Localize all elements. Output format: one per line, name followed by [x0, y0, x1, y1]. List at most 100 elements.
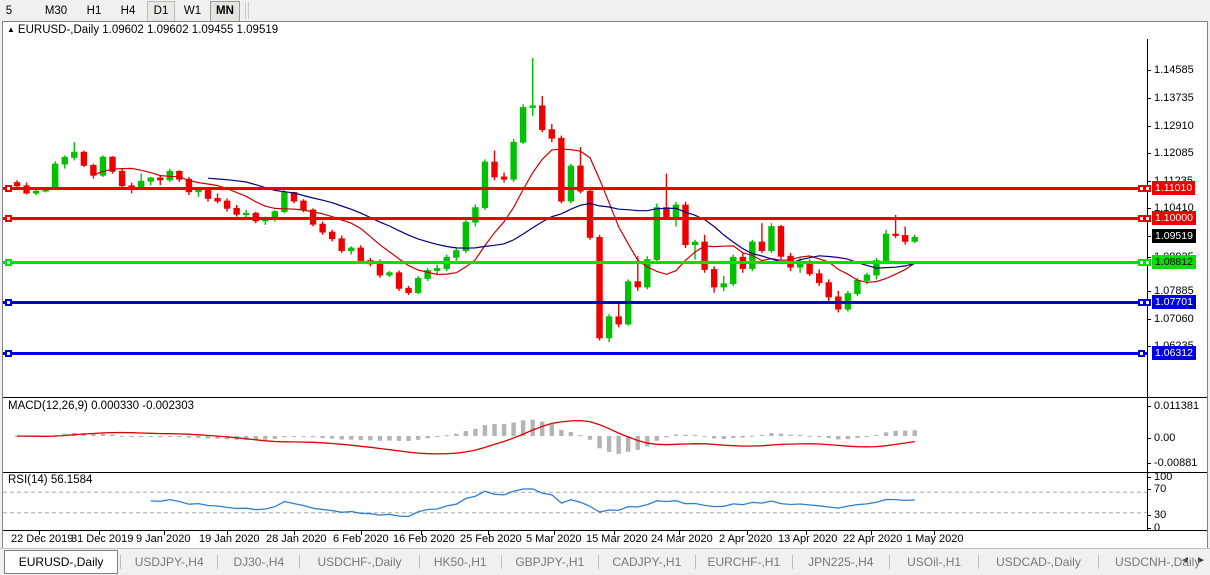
level-line-1-07701[interactable]: [3, 301, 1147, 304]
date-tick-label: 13 Apr 2020: [778, 533, 838, 545]
timeframe-button-m30[interactable]: M30: [44, 5, 68, 17]
level-handle-left[interactable]: [5, 299, 12, 306]
pane-separator-2: [3, 472, 1207, 473]
price-axis[interactable]: 1.145851.137351.129101.120851.112351.104…: [1144, 39, 1207, 397]
toolbar-divider-2: [248, 2, 249, 19]
macd-pane[interactable]: [3, 398, 1147, 472]
date-tick-label: 24 Mar 2020: [651, 533, 713, 545]
level-handle-right[interactable]: [1138, 350, 1145, 357]
price-tick-label: 1.13735: [1154, 92, 1194, 104]
chart-tab-bar: ◄ ► EURUSD-,Daily USDJPY-,H4 DJ30-,H4 USDCH…: [0, 548, 1210, 575]
price-tick: [1147, 181, 1151, 182]
date-tick: [164, 531, 165, 535]
macd-canvas: [14, 419, 917, 455]
date-tick-label: 19 Jan 2020: [199, 533, 260, 545]
price-tick-label: 1.12085: [1154, 147, 1194, 159]
rsi-tick-label: 30: [1154, 509, 1167, 521]
tab-scroll-prev-icon[interactable]: ◄: [1180, 555, 1190, 566]
price-level-label-1-11010[interactable]: 1.11010: [1152, 181, 1196, 195]
level-line-1-11010[interactable]: [3, 187, 1147, 190]
price-tick: [1147, 70, 1151, 71]
date-tick: [294, 531, 295, 535]
price-tick: [1147, 153, 1151, 154]
timeframe-button-w1[interactable]: W1: [183, 5, 202, 17]
chart-tab-eurchf-h1[interactable]: EURCHF-,H1: [707, 555, 781, 569]
price-level-label-1-09519[interactable]: 1.09519: [1152, 229, 1196, 243]
level-line-1-08812[interactable]: [3, 261, 1147, 264]
date-tick: [99, 531, 100, 535]
level-line-1-10000[interactable]: [3, 217, 1147, 220]
timeframe-button-mn-visible[interactable]: MN: [210, 1, 240, 22]
price-level-handle[interactable]: [1144, 215, 1151, 222]
tab-divider: [888, 555, 890, 569]
chart-tab-cadjpy-h1[interactable]: CADJPY-,H1: [612, 555, 682, 569]
timeframe-button-h1[interactable]: H1: [86, 5, 102, 17]
date-tick-label: 6 Feb 2020: [333, 533, 389, 545]
chart-area[interactable]: ▲ EURUSD-,Daily 1.09602 1.09602 1.09455 1…: [2, 21, 1208, 550]
date-tick: [39, 531, 40, 535]
level-line-1-06312[interactable]: [3, 352, 1147, 355]
date-tick-label: 22 Dec 2019: [11, 533, 74, 545]
timeframe-toolbar: 5 M30 H1 H4 D1 W1 MN MN: [0, 0, 1210, 22]
rsi-canvas: [3, 488, 1147, 518]
rsi-tick-label: 70: [1154, 483, 1167, 495]
tab-divider: [1097, 555, 1099, 569]
price-level-handle[interactable]: [1144, 259, 1151, 266]
macd-tick-label: 0.011381: [1154, 400, 1200, 412]
date-tick-label: 1 May 2020: [906, 533, 964, 545]
date-tick: [488, 531, 489, 535]
price-level-handle[interactable]: [1144, 185, 1151, 192]
price-tick: [1147, 236, 1151, 237]
timeframe-button-d1[interactable]: D1: [147, 1, 175, 22]
chart-tab-dj30-h4[interactable]: DJ30-,H4: [233, 555, 285, 569]
rsi-tick: [1147, 528, 1151, 529]
rsi-label: RSI(14) 56.1584: [8, 474, 93, 486]
macd-tick: [1147, 406, 1151, 407]
chart-tab-jpn225-h4[interactable]: JPN225-,H4: [808, 555, 874, 569]
date-tick: [871, 531, 872, 535]
level-handle-left[interactable]: [5, 259, 12, 266]
level-handle-left[interactable]: [5, 350, 12, 357]
price-level-label-1-06312[interactable]: 1.06312: [1152, 346, 1196, 360]
timeframe-button-m5[interactable]: 5: [5, 5, 13, 17]
price-level-label-1-10000[interactable]: 1.10000: [1152, 211, 1196, 225]
chart-tab-gbpjpy-h1[interactable]: GBPJPY-,H1: [515, 555, 585, 569]
price-tick: [1147, 319, 1151, 320]
price-tick: [1147, 346, 1151, 347]
chart-tab-eurusd-daily[interactable]: EURUSD-,Daily: [4, 550, 119, 574]
chart-tab-usdcad-daily[interactable]: USDCAD-,Daily: [996, 555, 1081, 569]
chart-tab-usdjpy-h4[interactable]: USDJPY-,H4: [134, 555, 204, 569]
date-tick-label: 15 Mar 2020: [586, 533, 648, 545]
macd-label: MACD(12,26,9) 0.000330 -0.002303: [8, 400, 195, 412]
tab-divider: [500, 555, 502, 569]
tab-scroll-next-icon[interactable]: ►: [1196, 555, 1206, 566]
collapse-icon[interactable]: ▲: [7, 25, 15, 35]
price-level-handle[interactable]: [1144, 299, 1151, 306]
price-level-label-1-08812[interactable]: 1.08812: [1152, 255, 1196, 269]
price-pane[interactable]: [3, 39, 1147, 397]
price-tick-label: 1.07060: [1154, 313, 1194, 325]
chart-tab-hk50-h1[interactable]: HK50-,H1: [433, 555, 487, 569]
tab-divider: [791, 555, 793, 569]
macd-tick-label: -0.00881: [1154, 457, 1198, 469]
level-handle-left[interactable]: [5, 215, 12, 222]
date-tick: [747, 531, 748, 535]
toolbar-divider: [245, 2, 246, 19]
chart-header-text: EURUSD-,Daily 1.09602 1.09602 1.09455 1.…: [17, 24, 279, 36]
level-handle-left[interactable]: [5, 185, 12, 192]
chart-tab-usoil-h1[interactable]: USOil-,H1: [907, 555, 962, 569]
chart-tab-usdcnh-daily[interactable]: USDCNH-,Daily: [1115, 555, 1201, 569]
timeframe-button-h4[interactable]: H4: [120, 5, 136, 17]
tab-divider: [978, 555, 980, 569]
tab-divider: [217, 555, 219, 569]
date-axis[interactable]: 22 Dec 2019 31 Dec 2019 9 Jan 2020 19 Jan 2…: [3, 530, 1207, 550]
tab-divider: [694, 555, 696, 569]
macd-tick: [1147, 463, 1151, 464]
chart-tab-usdchf-daily[interactable]: USDCHF-,Daily: [317, 555, 402, 569]
rsi-pane[interactable]: [3, 473, 1147, 530]
price-tick: [1147, 126, 1151, 127]
date-tick: [679, 531, 680, 535]
date-tick-label: 22 Apr 2020: [843, 533, 903, 545]
price-level-label-1-07701[interactable]: 1.07701: [1152, 295, 1196, 309]
